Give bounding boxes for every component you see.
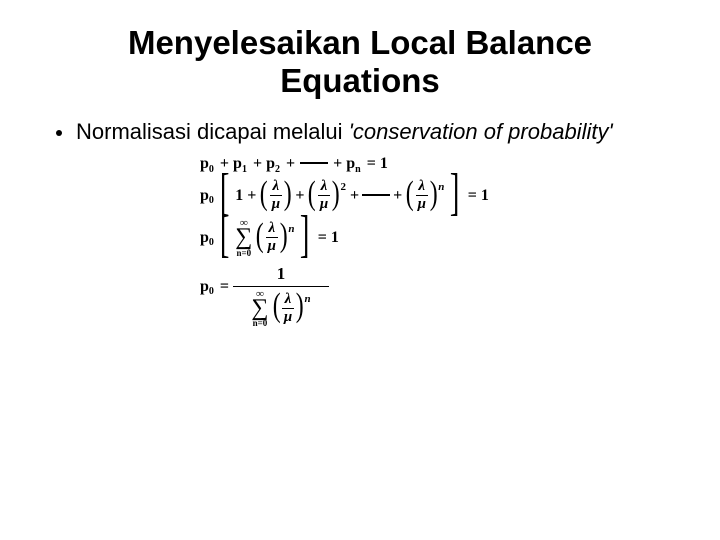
var-p: p [346,155,355,173]
fraction-col: λ μ [270,179,282,212]
summation: ∞ ∑ n=0 [235,218,252,257]
op-plus: + [350,187,359,205]
var-p: p [233,155,242,173]
op-plus: + [253,155,262,173]
sum-lower: n=0 [236,249,251,258]
sub-0: 0 [209,237,214,248]
sub-0: 0 [209,195,214,206]
ellipsis-dash [362,194,390,196]
op-plus: + [333,155,342,173]
mu: μ [416,197,428,212]
var-p: p [200,155,209,173]
sub-n: n [355,164,361,175]
fraction-lambda-mu: ( λ μ ) [258,179,293,212]
mu: μ [282,310,294,325]
ellipsis-dash [300,162,328,164]
num-1: 1 [481,187,489,205]
eq4-lhs: p0 = [200,278,233,296]
lambda: λ [416,179,427,194]
bullet-dot-icon [56,130,62,136]
fraction-lambda-mu: ( λ μ ) [271,292,306,325]
title-line-2: Equations [280,62,440,99]
op-plus: + [286,155,295,173]
equation-2: p0 [ 1 + ( λ μ ) + ( λ μ [200,179,670,212]
bullet-item: Normalisasi dicapai melalui 'conservatio… [56,118,670,146]
denominator: ∞ ∑ n=0 ( λ μ ) n [249,287,312,328]
bullet-lead: Normalisasi dicapai melalui [76,119,349,144]
var-p: p [200,278,209,296]
fraction-col: λ μ [266,221,278,254]
fraction-col: λ μ [416,179,428,212]
lambda: λ [283,292,294,307]
equation-3: p0 [ ∞ ∑ n=0 ( λ μ ) n ] = 1 [200,218,670,257]
num-1: 1 [331,229,339,247]
fraction-col: λ μ [318,179,330,212]
op-plus: + [393,187,402,205]
lambda: λ [267,221,278,236]
lambda: λ [319,179,330,194]
op-eq: = [468,187,477,205]
sub-1: 1 [242,164,247,175]
summation: ∞ ∑ n=0 [251,289,268,328]
bullet-text: Normalisasi dicapai melalui 'conservatio… [76,118,670,146]
op-eq: = [318,229,327,247]
fraction-lambda-mu: ( λ μ ) [306,179,341,212]
sigma-icon: ∑ [251,299,268,318]
op-eq: = [367,155,376,173]
slide: Menyelesaikan Local Balance Equations No… [0,0,720,540]
slide-title: Menyelesaikan Local Balance Equations [50,24,670,100]
sup-n: n [305,293,311,305]
mu: μ [266,239,278,254]
bullet-italic: 'conservation of probability' [349,119,613,144]
sigma-icon: ∑ [235,228,252,247]
op-plus: + [295,187,304,205]
mu: μ [318,197,330,212]
sup-2: 2 [340,181,346,193]
num-1: 1 [235,187,243,205]
sup-n: n [438,181,444,193]
title-line-1: Menyelesaikan Local Balance [128,24,592,61]
big-fraction: 1 ∞ ∑ n=0 ( λ μ ) [233,264,329,328]
op-eq: = [220,278,229,296]
lambda: λ [271,179,282,194]
math-block: p0 + p1 + p2 + + pn = 1 p0 [ 1 + ( λ μ [200,155,670,327]
fraction-lambda-mu: ( λ μ ) [254,221,289,254]
fraction-lambda-mu: ( λ μ ) [404,179,439,212]
var-p: p [200,187,209,205]
equation-4: p0 = 1 ∞ ∑ n=0 ( λ [200,264,670,328]
var-p: p [266,155,275,173]
var-p: p [200,229,209,247]
sup-n: n [288,223,294,235]
fraction-col: λ μ [282,292,294,325]
sum-lower: n=0 [253,319,268,328]
num-1: 1 [380,155,388,173]
sub-2: 2 [275,164,280,175]
sub-0: 0 [209,164,214,175]
mu: μ [270,197,282,212]
equation-1: p0 + p1 + p2 + + pn = 1 [200,155,670,173]
numerator-1: 1 [277,264,286,286]
sub-0: 0 [209,286,214,297]
op-plus: + [247,187,256,205]
